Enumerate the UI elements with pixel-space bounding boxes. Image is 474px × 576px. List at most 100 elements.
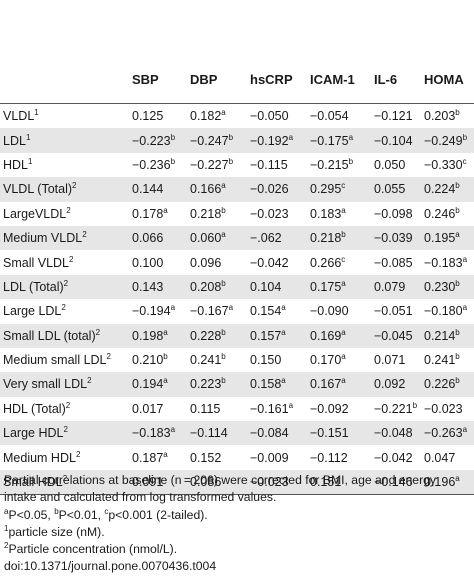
table-cell: 0.194a xyxy=(128,372,186,397)
significance-marker: a xyxy=(221,229,226,239)
significance-marker: a xyxy=(228,303,234,313)
table-row: Small LDL (total)2 0.198a 0.228b 0.157a 0.16… xyxy=(0,323,474,348)
table-cell: 0.066 xyxy=(128,225,186,251)
significance-marker: a xyxy=(455,229,460,239)
table-cell: −0.023 xyxy=(246,469,306,496)
table-cell: −0.183a xyxy=(128,421,186,446)
significance-marker: b xyxy=(221,351,226,361)
significance-marker: b xyxy=(221,278,226,288)
table-cell: 0.178a xyxy=(132,205,168,221)
table-row: Medium small LDL2 0.210b 0.241b 0.150 0.170a… xyxy=(0,348,474,372)
table-cell: 0.218b xyxy=(190,205,226,221)
table-cell: 0.187a xyxy=(132,449,168,465)
column-header-il-6: IL-6 xyxy=(370,0,420,104)
table-cell: −0.121 xyxy=(374,109,413,124)
table-cell: −0.098 xyxy=(374,206,413,221)
significance-marker: a xyxy=(341,327,346,337)
table-cell: 0.223b xyxy=(186,372,246,397)
row-label: LargeVLDL2 xyxy=(3,205,71,221)
significance-marker: b xyxy=(462,132,468,142)
table-cell: −0.180a xyxy=(424,303,468,319)
significance-marker: a xyxy=(221,181,226,191)
significance-marker: b xyxy=(170,132,176,142)
table-cell: 0.125 xyxy=(132,109,164,124)
footnote-particle-size: 1particle size (nM). xyxy=(4,523,105,539)
table-cell: 0.104 xyxy=(246,274,306,300)
footnote-particle-concentration: 2Particle concentration (nmol/L). xyxy=(4,541,178,557)
significance-marker: a xyxy=(281,376,286,386)
significance-marker: b xyxy=(455,181,460,191)
table-cell: 0.166a xyxy=(186,177,246,202)
table-cell: 0.208b xyxy=(186,274,246,300)
table-cell: 0.246b xyxy=(424,205,460,221)
significance-marker: b xyxy=(228,132,234,142)
significance-marker: b xyxy=(455,205,460,215)
row-label: Small VLDL2 xyxy=(3,254,74,270)
significance-marker: a xyxy=(288,132,294,142)
row-label: Medium small LDL2 xyxy=(3,351,111,368)
table-cell: −0.192a xyxy=(246,128,306,153)
doi-link[interactable]: doi:10.1371/journal.pone.0070436.t004 xyxy=(4,559,217,574)
table-row: Medium HDL2 0.187a 0.152 −0.009 −0.112 −0.042… xyxy=(0,445,474,469)
table-cell: 0.152 xyxy=(190,450,222,465)
significance-marker: c xyxy=(341,181,346,191)
column-header-icam-1: ICAM-1 xyxy=(306,0,370,104)
row-label: VLDL (Total)2 xyxy=(0,177,128,202)
significance-marker: b xyxy=(170,156,176,166)
table-cell: −0.236b xyxy=(132,156,176,172)
table-cell: −0.045 xyxy=(370,323,420,348)
significance-marker: b xyxy=(455,376,460,386)
significance-marker: b xyxy=(348,156,354,166)
significance-marker: c xyxy=(341,254,346,264)
table-cell: −.062 xyxy=(246,225,306,251)
column-header-homa: HOMA xyxy=(420,0,474,104)
significance-marker: b xyxy=(228,156,234,166)
table-cell: 0.158a xyxy=(246,372,306,397)
table-cell: 0.050 xyxy=(374,157,406,172)
table-cell: 0.210b xyxy=(132,351,168,368)
table-cell: −0.054 xyxy=(310,109,349,124)
table-cell: 0.182a xyxy=(190,108,226,124)
significance-marker: b xyxy=(221,205,226,215)
table-cell: −0.112 xyxy=(310,450,348,465)
correlation-table: SBP DBP hsCRP ICAM-1 IL-6 HOMA VLDL1 0.125 0.18… xyxy=(0,0,474,496)
table-cell: 0.195a xyxy=(420,225,474,251)
table-cell: −0.084 xyxy=(246,421,306,446)
footnote-description-cont: intake and calculated from log transform… xyxy=(4,490,277,505)
table-cell: 0.115 xyxy=(190,401,221,416)
table-cell: 0.055 xyxy=(370,177,420,202)
table-row: LargeVLDL2 0.178a 0.218b −0.023 0.183a −0.098… xyxy=(0,202,474,226)
table-cell: 0.143 xyxy=(128,274,186,300)
table-cell: 0.169a xyxy=(306,323,370,348)
row-label: LDL1 xyxy=(0,128,128,153)
significance-marker: b xyxy=(455,278,460,288)
table-cell: 0.086 xyxy=(186,469,246,496)
table-cell: −0.330c xyxy=(424,156,467,172)
significance-marker: a xyxy=(462,303,468,313)
significance-marker: b xyxy=(455,327,460,337)
table-cell: 0.154a xyxy=(250,303,286,319)
significance-marker: a xyxy=(462,425,468,435)
table-cell: −0.263a xyxy=(420,421,474,446)
row-label: Medium VLDL2 xyxy=(0,225,128,251)
table-cell: 0.198a xyxy=(128,323,186,348)
significance-marker: a xyxy=(163,449,168,459)
table-cell: 0.183a xyxy=(310,205,346,221)
row-label: HDL (Total)2 xyxy=(3,400,71,416)
footnote-significance: aP<0.05, bP<0.01, cp<0.001 (2-tailed). xyxy=(4,506,208,522)
table-cell: −0.050 xyxy=(250,109,289,124)
table-cell: −0.146 xyxy=(370,469,420,496)
table-row: LDL1 −0.223b −0.247b −0.192a −0.175a −0.104 −0… xyxy=(0,128,474,153)
table-cell: 0.241b xyxy=(424,351,460,368)
significance-marker: a xyxy=(170,425,176,435)
table-cell: −0.092 xyxy=(310,401,349,416)
table-row: VLDL1 0.125 0.182a −0.050 −0.054 −0.121 0.203b xyxy=(0,104,474,129)
table-cell: 0.100 xyxy=(132,255,164,270)
footnote-description: Partial correlations at baseline (n = 20… xyxy=(4,473,437,487)
table-cell: −0.026 xyxy=(246,177,306,202)
table-cell: 0.091 xyxy=(128,469,186,496)
table-cell: 0.017 xyxy=(132,401,164,416)
table-cell: 0.047 xyxy=(424,450,456,465)
table-cell: −0.009 xyxy=(250,450,289,465)
